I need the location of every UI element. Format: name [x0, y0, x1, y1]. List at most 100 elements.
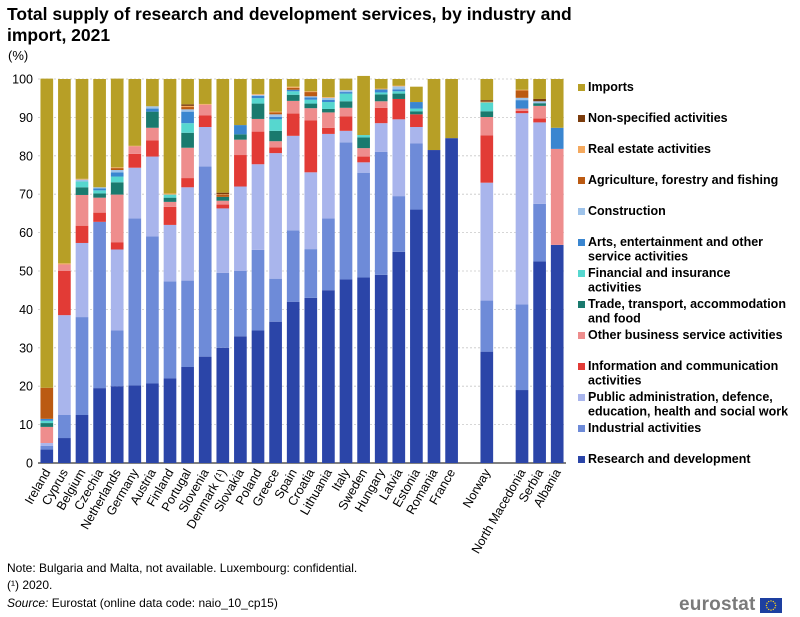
bar-segment: [286, 230, 300, 302]
bar-segment: [128, 218, 142, 386]
bar-segment: [234, 336, 247, 463]
bar-segment: [251, 131, 265, 165]
bar-segment: [339, 78, 353, 91]
flag-star: [767, 600, 769, 602]
bar-segment: [515, 79, 529, 90]
bar-segment: [339, 92, 353, 94]
bar-segment: [216, 208, 230, 273]
bar-segment: [410, 108, 423, 112]
bar-segment: [269, 278, 282, 322]
bar-segment: [357, 172, 370, 278]
bar-segment: [163, 194, 177, 198]
bar-segment: [304, 297, 318, 463]
bar-segment: [304, 91, 318, 93]
bar-segment: [304, 120, 318, 173]
bar-segment: [550, 244, 564, 463]
legend-swatch: [578, 177, 585, 184]
bar-segment: [216, 204, 230, 209]
bar-segment: [128, 385, 142, 463]
bar-segment: [251, 164, 265, 250]
bar-segment: [234, 155, 247, 187]
bar-segment: [198, 166, 212, 357]
bar-segment: [198, 79, 212, 104]
bar-segment: [110, 170, 124, 173]
y-tick-label: 0: [26, 457, 33, 471]
y-tick-label: 20: [19, 380, 33, 394]
legend-label: Arts, entertainment and other service act…: [588, 235, 763, 264]
bar-segment: [234, 134, 247, 140]
bar-segment: [40, 423, 54, 427]
legend: Imports Non-specified activities Real esta…: [578, 80, 788, 466]
legend-swatch: [578, 363, 585, 370]
bar-segment: [392, 89, 406, 92]
bar-segment: [392, 196, 406, 252]
bar-segment: [269, 153, 282, 279]
bar-segment: [40, 78, 54, 388]
bar-segment: [410, 114, 423, 127]
bar-segment: [392, 119, 406, 197]
bar-segment: [339, 90, 353, 93]
legend-swatch: [578, 456, 585, 463]
bar-segment: [181, 104, 194, 106]
x-axis-labels: IrelandCyprusBelgiumCzechiaNetherlandsGe…: [22, 466, 564, 556]
bar-segment: [181, 109, 194, 112]
bar-segment: [480, 117, 494, 136]
bar-segment: [110, 176, 124, 183]
bar-segment: [410, 111, 423, 115]
bar-segment: [110, 249, 124, 331]
bar-segment: [128, 146, 142, 154]
bar-segment: [198, 127, 212, 167]
bar-segment: [533, 122, 546, 204]
bar-segment: [146, 236, 159, 384]
bar-segment: [357, 75, 370, 136]
bar-segment: [322, 290, 335, 463]
bar-segment: [304, 97, 318, 100]
bar-segment: [269, 114, 282, 118]
bar-segment: [533, 118, 546, 123]
bar-segment: [181, 178, 194, 188]
bar-segment: [58, 79, 71, 264]
legend-swatch: [578, 332, 585, 339]
flag-star: [765, 604, 767, 606]
bar-segment: [515, 113, 529, 305]
bar-segment: [322, 218, 335, 291]
bar-segment: [533, 261, 546, 463]
bar-segment: [181, 367, 194, 463]
bar-segment: [374, 274, 388, 463]
flag-star: [772, 600, 774, 602]
legend-swatch: [578, 239, 585, 246]
legend-swatch: [578, 115, 585, 122]
bar-segment: [163, 281, 177, 379]
bar-segment: [181, 107, 194, 110]
bar-segment: [357, 137, 370, 149]
bar-segment: [128, 79, 142, 146]
source-text: Source: Eurostat (online data code: naio…: [7, 596, 278, 610]
legend-swatch: [578, 146, 585, 153]
bar-segment: [304, 96, 318, 98]
bar-segment: [93, 190, 106, 194]
bar-segment: [304, 108, 318, 121]
legend-label: Construction: [588, 204, 666, 218]
bar-segment: [339, 130, 353, 143]
bar-segment: [163, 224, 177, 282]
bar-segment: [146, 106, 159, 109]
bar-segment: [392, 85, 406, 87]
bar-segment: [286, 135, 300, 231]
legend-label: Financial and insurance activities: [588, 266, 730, 295]
bar-segment: [286, 94, 300, 101]
bar-segment: [410, 209, 423, 463]
bar-segment: [480, 351, 494, 463]
bar-segment: [304, 172, 318, 250]
bar-segment: [533, 101, 546, 104]
legend-swatch: [578, 425, 585, 432]
bar-segment: [181, 123, 194, 133]
bar-segment: [75, 242, 89, 318]
bar-segment: [392, 86, 406, 90]
bar-segment: [374, 89, 388, 93]
bar-segment: [181, 132, 194, 148]
bar-segment: [269, 79, 282, 112]
bar-segment: [163, 378, 177, 463]
bar-segment: [251, 330, 265, 463]
bar-segment: [322, 97, 335, 100]
y-tick-label: 10: [19, 418, 33, 432]
